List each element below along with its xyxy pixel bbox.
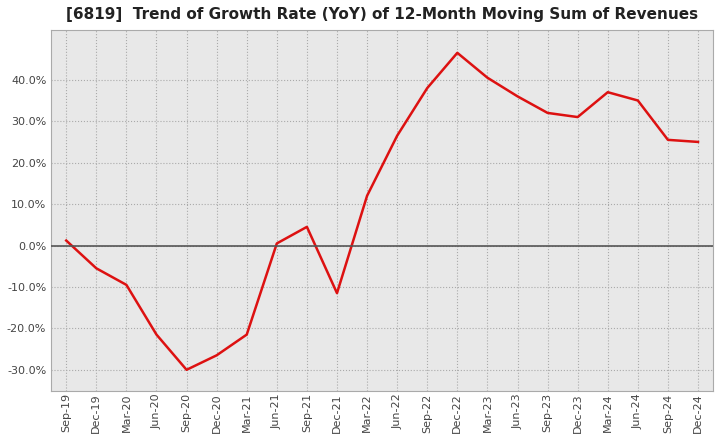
- Title: [6819]  Trend of Growth Rate (YoY) of 12-Month Moving Sum of Revenues: [6819] Trend of Growth Rate (YoY) of 12-…: [66, 7, 698, 22]
